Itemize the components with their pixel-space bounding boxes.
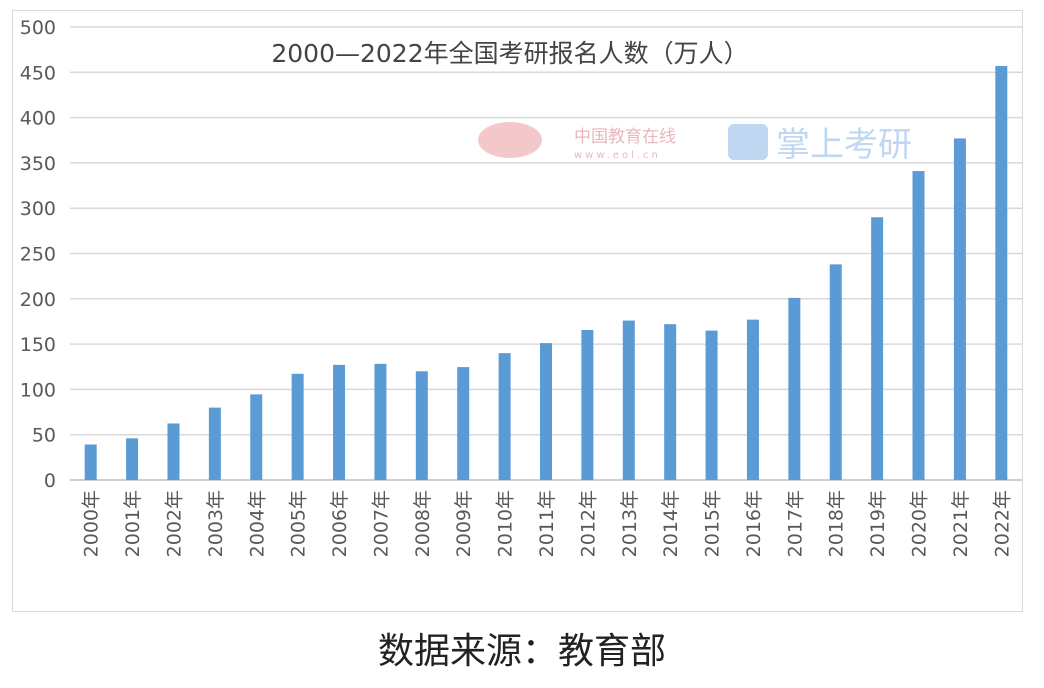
bar-2021年	[953, 138, 966, 481]
bar-2000年	[84, 444, 97, 480]
x-tick-label: 2005年	[288, 490, 310, 557]
x-tick-label: 2008年	[412, 490, 434, 557]
x-tick-label: 2003年	[205, 490, 227, 557]
eol-logo-icon	[478, 122, 542, 158]
chart-title: 2000—2022年全国考研报名人数（万人）	[271, 39, 748, 68]
bar-2009年	[457, 367, 470, 480]
bar-2011年	[540, 343, 552, 480]
bar-chart: 中国教育在线 www.eol.cn 掌上考研 2000—2022年全国考研报名人…	[20, 17, 1022, 557]
x-tick-label: 2011年	[536, 490, 558, 557]
y-tick-label: 300	[20, 198, 56, 220]
bar-2018年	[829, 264, 842, 480]
x-tick-label: 2010年	[495, 490, 517, 557]
x-tick-label: 2015年	[702, 490, 724, 557]
x-tick-label: 2002年	[163, 490, 185, 557]
x-tick-label: 2006年	[329, 490, 351, 557]
bar-2001年	[126, 438, 139, 480]
bar-2007年	[374, 363, 387, 480]
chart-frame	[12, 10, 1023, 612]
x-tick-label: 2013年	[619, 490, 641, 557]
bar-2006年	[333, 364, 346, 480]
x-tick-label: 2000年	[81, 490, 103, 557]
y-tick-label: 500	[20, 17, 56, 39]
y-tick-label: 100	[20, 379, 56, 401]
bar-2008年	[415, 371, 428, 480]
x-tick-label: 2018年	[826, 490, 848, 557]
x-tick-label: 2020年	[909, 490, 931, 557]
watermark-app: 掌上考研	[776, 125, 912, 165]
bar-2002年	[167, 423, 180, 480]
bar-2016年	[746, 319, 759, 480]
watermark-eol-url: www.eol.cn	[574, 150, 661, 161]
app-logo-icon	[728, 124, 768, 160]
watermark: 中国教育在线 www.eol.cn 掌上考研	[478, 122, 912, 165]
y-tick-label: 350	[20, 153, 56, 175]
x-tick-label: 2012年	[577, 490, 599, 557]
bar-2022年	[995, 65, 1008, 480]
bar-2010年	[498, 353, 511, 480]
x-tick-label: 2001年	[122, 490, 144, 557]
y-tick-label: 400	[20, 108, 56, 130]
bar-2004年	[250, 394, 263, 480]
y-tick-label: 450	[20, 62, 56, 84]
x-tick-label: 2009年	[453, 490, 475, 557]
bar-2005年	[291, 373, 304, 480]
x-tick-label: 2014年	[660, 490, 682, 557]
x-tick-label: 2019年	[867, 490, 889, 557]
y-tick-label: 200	[20, 289, 56, 311]
bar-2019年	[871, 217, 884, 480]
x-tick-label: 2017年	[784, 490, 806, 557]
x-tick-label: 2004年	[246, 490, 268, 557]
bar-2017年	[788, 297, 801, 480]
x-tick-label: 2016年	[743, 490, 765, 557]
y-tick-label: 50	[32, 425, 56, 447]
y-tick-label: 250	[20, 244, 56, 266]
x-tick-label: 2007年	[370, 490, 392, 557]
x-tick-label: 2021年	[950, 490, 972, 557]
y-tick-label: 150	[20, 334, 56, 356]
data-source: 数据来源：教育部	[377, 631, 666, 672]
x-tick-label: 2022年	[991, 490, 1013, 557]
bar-2012年	[581, 329, 594, 480]
bar-2013年	[622, 320, 635, 480]
bar-2020年	[912, 171, 925, 480]
bar-2003年	[208, 407, 221, 480]
bar-2015年	[705, 330, 718, 480]
y-tick-label: 0	[44, 470, 56, 492]
watermark-eol: 中国教育在线	[574, 127, 676, 147]
bar-2014年	[664, 324, 677, 480]
